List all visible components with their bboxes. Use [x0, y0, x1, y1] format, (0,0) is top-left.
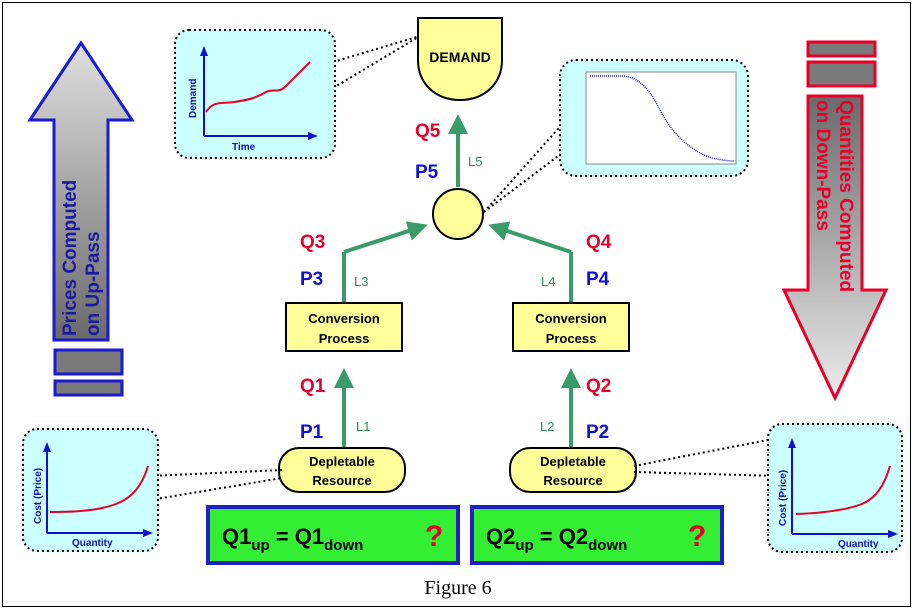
label-p5: P5: [415, 162, 439, 183]
conversion-left-line1: Conversion: [308, 311, 380, 326]
label-l5: L5: [468, 154, 482, 169]
demand-label: DEMAND: [429, 49, 490, 65]
quantities-arrow-line2: on Down-Pass: [812, 100, 833, 231]
label-p3: P3: [300, 269, 323, 290]
depletable-resource-right: Depletable Resource: [509, 447, 637, 493]
link-l4-diagonal: [488, 221, 572, 254]
equation-right-question-mark: ?: [688, 520, 706, 553]
label-l3: L3: [354, 274, 368, 289]
prices-up-arrow: Prices Computed on Up-Pass: [27, 40, 135, 342]
demand-chart-callout: Time Demand: [174, 29, 421, 159]
equation-left: Q1up = Q1down ?: [206, 505, 460, 565]
join-node: [432, 188, 484, 240]
prices-bar-2: [53, 379, 124, 397]
resource-right-line2: Resource: [543, 473, 602, 488]
label-q3: Q3: [300, 232, 325, 253]
cost-chart-right-ylabel: Cost (Price): [778, 470, 789, 526]
link-l3-diagonal: [343, 221, 428, 254]
label-q5: Q5: [415, 121, 441, 142]
conversion-left-line2: Process: [319, 331, 370, 346]
label-p2: P2: [586, 422, 609, 443]
label-q2: Q2: [586, 376, 611, 397]
cost-chart-right-callout: Quantity Cost (Price): [633, 423, 903, 553]
quantities-down-arrow: Quantities Computed on Down-Pass: [781, 94, 889, 402]
prices-arrow-line2: on Up-Pass: [83, 231, 104, 336]
resource-right-line1: Depletable: [540, 454, 606, 469]
quantities-arrow-line1: Quantities Computed: [835, 100, 856, 292]
prices-bar-1: [53, 348, 124, 376]
flow-links: [334, 114, 581, 447]
equation-right-text: Q2up = Q2down: [486, 524, 627, 554]
cost-chart-left-xlabel: Quantity: [72, 538, 113, 549]
cost-chart-right-xlabel: Quantity: [838, 539, 879, 550]
label-l4: L4: [541, 274, 555, 289]
conversion-right-line1: Conversion: [535, 311, 607, 326]
label-q1: Q1: [300, 376, 326, 397]
depletable-resource-left: Depletable Resource: [278, 447, 406, 493]
cost-chart-left-ylabel: Cost (Price): [33, 468, 44, 524]
figure-caption: Figure 6: [424, 577, 491, 599]
resource-left-line2: Resource: [312, 473, 371, 488]
demand-chart-xlabel: Time: [232, 142, 256, 153]
label-p1: P1: [300, 422, 324, 443]
demand-chart-ylabel: Demand: [188, 79, 199, 118]
response-curve-callout: [483, 59, 749, 213]
cost-chart-left-callout: Quantity Cost (Price): [22, 428, 283, 552]
prices-arrow-line1: Prices Computed: [60, 180, 81, 336]
label-p4: P4: [586, 269, 610, 290]
label-q4: Q4: [586, 232, 612, 253]
label-l2: L2: [540, 419, 554, 434]
conversion-process-right: Conversion Process: [512, 302, 630, 352]
demand-node: DEMAND: [417, 17, 503, 102]
equation-left-question-mark: ?: [425, 520, 443, 553]
equation-right: Q2up = Q2down ?: [470, 505, 724, 565]
conversion-process-left: Conversion Process: [285, 302, 403, 352]
resource-left-line1: Depletable: [309, 454, 375, 469]
label-l1: L1: [356, 419, 370, 434]
equation-left-text: Q1up = Q1down: [222, 524, 363, 554]
quantities-bar-2: [806, 60, 877, 88]
conversion-right-line2: Process: [546, 331, 597, 346]
quantities-bar-1: [806, 40, 877, 58]
